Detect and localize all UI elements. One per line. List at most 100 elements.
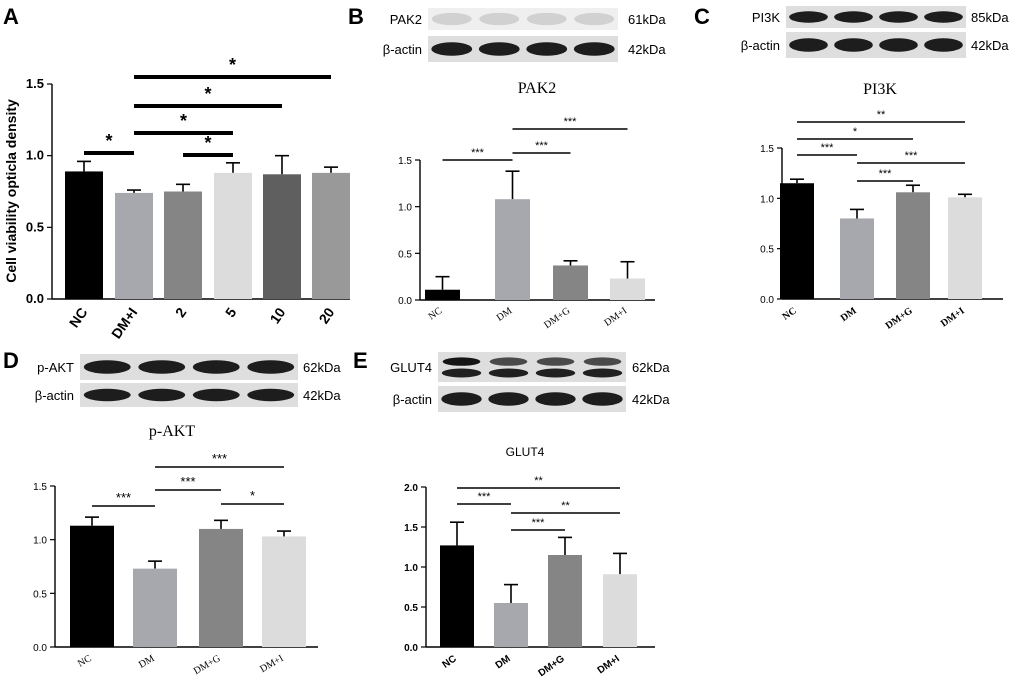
chart-a-category-label: 2 bbox=[172, 304, 190, 320]
blot-b-band bbox=[479, 12, 520, 26]
chart-b-category-label: DM bbox=[495, 305, 515, 323]
blot-c-band bbox=[879, 11, 918, 23]
blot-d-size-label: 42kDa bbox=[303, 388, 341, 403]
chart-c-significance-label: *** bbox=[821, 142, 835, 154]
chart-c-category-label: DM+G bbox=[884, 305, 915, 331]
panel-c-letter: C bbox=[694, 4, 710, 29]
blot-b-band bbox=[526, 12, 567, 26]
blot-d-band bbox=[138, 388, 186, 402]
chart-d-category-label: DM+I bbox=[258, 653, 285, 675]
chart-c-y-tick-label: 1.5 bbox=[760, 144, 774, 155]
chart-a-category-label: 20 bbox=[315, 304, 337, 326]
chart-d-significance-label: *** bbox=[212, 451, 227, 466]
chart-e-y-tick-label: 1.5 bbox=[404, 523, 418, 534]
panel-a-letter: A bbox=[3, 4, 19, 29]
chart-e-y-tick-label: 0.5 bbox=[404, 603, 418, 614]
blot-e-band bbox=[489, 357, 528, 366]
chart-c-y-tick-label: 1.0 bbox=[760, 194, 774, 205]
chart-a-bar-5 bbox=[312, 172, 350, 299]
blot-e-band bbox=[488, 368, 529, 378]
blot-e-band bbox=[583, 357, 622, 366]
chart-d-y-tick-label: 0.0 bbox=[33, 643, 47, 654]
chart-b-bar-3 bbox=[610, 278, 645, 300]
blot-e-row-0 bbox=[438, 352, 626, 382]
chart-b-y-tick-label: 1.5 bbox=[398, 156, 412, 167]
blot-c-band bbox=[789, 11, 828, 23]
chart-c-category-label: DM bbox=[839, 305, 859, 324]
chart-c-title: PI3K bbox=[863, 81, 897, 98]
chart-a-bar-0 bbox=[65, 171, 103, 299]
blot-d-band bbox=[192, 360, 240, 374]
chart-b-bar-1 bbox=[495, 199, 530, 300]
blot-e-band bbox=[488, 392, 529, 406]
panel-b-letter: B bbox=[348, 4, 364, 29]
blot-e-band bbox=[441, 368, 482, 378]
blot-c-band bbox=[834, 11, 873, 23]
blot-e-band bbox=[442, 357, 481, 366]
chart-a-y-tick-label: 0.0 bbox=[26, 291, 44, 306]
blot-c-row-0 bbox=[786, 6, 966, 28]
blot-e-band bbox=[535, 368, 576, 378]
chart-d-bar-3 bbox=[262, 536, 306, 647]
chart-a-significance-label: * bbox=[105, 131, 112, 151]
chart-e-y-tick-label: 0.0 bbox=[404, 643, 418, 654]
blot-b-band bbox=[573, 42, 615, 56]
chart-e-title: GLUT4 bbox=[506, 445, 545, 459]
blot-e-band bbox=[441, 392, 482, 406]
blot-d-protein-label: p-AKT bbox=[37, 360, 74, 375]
chart-d-y-tick-label: 0.5 bbox=[33, 589, 47, 600]
chart-a-bar-2 bbox=[164, 191, 202, 299]
chart-a-significance-label: * bbox=[180, 111, 187, 131]
chart-e-significance-label: *** bbox=[532, 517, 546, 529]
chart-a-category-label: DM+I bbox=[108, 305, 141, 342]
chart-e-category-label: DM+I bbox=[596, 653, 622, 676]
blot-e-size-label: 62kDa bbox=[632, 360, 670, 375]
chart-a-category-label: 10 bbox=[266, 304, 288, 326]
blot-b-band bbox=[526, 42, 568, 56]
chart-d-category-label: NC bbox=[76, 653, 94, 670]
chart-a-significance-label: * bbox=[204, 84, 211, 104]
chart-e-significance-label: ** bbox=[561, 500, 570, 512]
chart-a-y-axis-label: Cell viability opticla density bbox=[3, 99, 19, 283]
chart-a-y-tick-label: 1.5 bbox=[26, 76, 44, 91]
chart-c-y-tick-label: 0.0 bbox=[760, 295, 774, 306]
chart-d-y-tick-label: 1.5 bbox=[33, 482, 47, 493]
chart-c-significance-label: * bbox=[853, 126, 858, 138]
blot-c-size-label: 42kDa bbox=[971, 38, 1009, 53]
chart-b-y-tick-label: 0.5 bbox=[398, 249, 412, 260]
blot-c-band bbox=[879, 38, 918, 52]
chart-c-bar-3 bbox=[948, 197, 982, 299]
blot-b-protein-label: β-actin bbox=[383, 42, 422, 57]
blot-b-band bbox=[431, 42, 473, 56]
blot-d-protein-label: β-actin bbox=[35, 388, 74, 403]
chart-a-significance-label: * bbox=[204, 133, 211, 153]
chart-e-bar-2 bbox=[548, 555, 582, 647]
blot-b-band bbox=[478, 42, 520, 56]
chart-a-bar-4 bbox=[263, 174, 301, 299]
blot-d-band bbox=[83, 360, 131, 374]
chart-e-y-tick-label: 2.0 bbox=[404, 483, 418, 494]
chart-a-category-label: 5 bbox=[222, 304, 240, 320]
chart-b-category-label: DM+G bbox=[542, 305, 572, 331]
chart-b-category-label: NC bbox=[427, 305, 445, 322]
blot-e-protein-label: GLUT4 bbox=[390, 360, 432, 375]
chart-d-title: p-AKT bbox=[149, 423, 195, 440]
chart-c-category-label: DM+I bbox=[939, 305, 967, 329]
chart-b-bar-2 bbox=[553, 265, 588, 300]
chart-c-y-tick-label: 0.5 bbox=[760, 245, 774, 256]
chart-d-bar-1 bbox=[133, 568, 177, 647]
chart-e-category-label: DM bbox=[494, 653, 513, 671]
chart-b-bar-0 bbox=[425, 289, 460, 300]
blot-e-band bbox=[536, 357, 575, 366]
chart-d-category-label: DM+G bbox=[192, 653, 223, 677]
chart-b-y-tick-label: 1.0 bbox=[398, 203, 412, 214]
blot-b-protein-label: PAK2 bbox=[390, 12, 422, 27]
panel-d-letter: D bbox=[3, 348, 19, 373]
blot-c-band bbox=[789, 38, 828, 52]
chart-b-significance-label: *** bbox=[471, 147, 485, 159]
chart-b-y-tick-label: 0.0 bbox=[398, 296, 412, 307]
panel-e-letter: E bbox=[353, 348, 368, 373]
chart-d-y-tick-label: 1.0 bbox=[33, 536, 47, 547]
blot-e-band bbox=[535, 392, 576, 406]
